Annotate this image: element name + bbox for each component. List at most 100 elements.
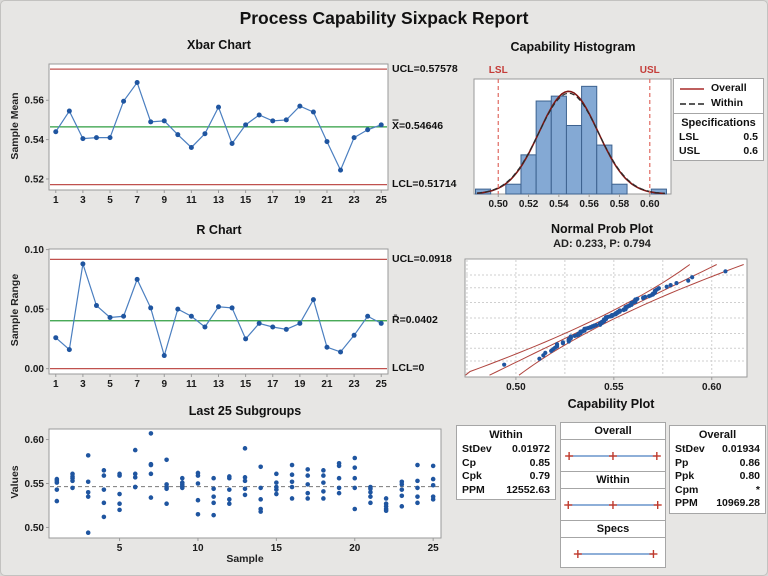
svg-text:17: 17 <box>267 379 279 390</box>
svg-text:3: 3 <box>80 379 86 390</box>
within-line-sample <box>680 102 704 105</box>
r-center-label: R̄=0.0402 <box>392 314 438 326</box>
svg-text:5: 5 <box>107 195 113 205</box>
within-stats-title: Within <box>489 429 523 441</box>
svg-text:0.55: 0.55 <box>25 479 45 490</box>
histogram-legend: Overall Within <box>673 78 764 114</box>
svg-text:13: 13 <box>213 195 225 205</box>
svg-text:25: 25 <box>376 195 388 205</box>
svg-text:0.50: 0.50 <box>25 523 45 534</box>
interval-plot-overall <box>561 440 665 471</box>
legend-item-within: Within <box>679 96 758 111</box>
svg-text:21: 21 <box>321 195 333 205</box>
svg-text:0.52: 0.52 <box>519 199 539 210</box>
svg-text:9: 9 <box>161 195 167 205</box>
svg-text:11: 11 <box>186 195 197 205</box>
svg-text:25: 25 <box>376 379 388 390</box>
svg-text:19: 19 <box>294 379 306 390</box>
probplot-subtitle: AD: 0.233, P: 0.794 <box>553 238 651 250</box>
svg-text:0.52: 0.52 <box>25 174 45 185</box>
svg-text:0.60: 0.60 <box>25 435 45 446</box>
svg-text:LSL: LSL <box>489 65 508 76</box>
r-ucl-label: UCL=0.0918 <box>392 253 452 265</box>
interval-header-specs: Specs <box>561 520 665 538</box>
svg-text:0.50: 0.50 <box>489 199 509 210</box>
interval-header-within: Within <box>561 471 665 489</box>
legend-item-overall: Overall <box>679 81 758 96</box>
svg-text:15: 15 <box>240 379 252 390</box>
capability-intervals-box: Overall Within Specs <box>560 422 666 568</box>
svg-text:19: 19 <box>294 195 306 205</box>
svg-text:10: 10 <box>192 543 204 554</box>
overall-stat-row: Ppk 0.80 <box>675 470 760 482</box>
svg-text:0.60: 0.60 <box>702 382 722 393</box>
legend-label: Overall <box>711 82 747 94</box>
svg-text:0.10: 0.10 <box>25 245 45 256</box>
overall-stat-row: PPM 10969.28 <box>675 497 760 509</box>
svg-text:0.05: 0.05 <box>25 305 45 316</box>
svg-text:7: 7 <box>134 195 140 205</box>
svg-text:21: 21 <box>321 379 333 390</box>
svg-text:13: 13 <box>213 379 225 390</box>
last25-canvas: 0.50 0.55 0.60 5 10 15 20 25 <box>25 428 442 554</box>
xbar-chart-canvas: 0.520.540.561 3 5 7 9 11 13 15 17 19 21 23 25 <box>25 63 389 205</box>
within-stat-row: PPM 12552.63 <box>462 483 550 496</box>
svg-text:15: 15 <box>240 195 252 205</box>
svg-text:3: 3 <box>80 195 86 205</box>
svg-text:17: 17 <box>267 195 279 205</box>
svg-text:0.54: 0.54 <box>25 135 45 146</box>
overall-stats-box: Overall StDev 0.01934 Pp 0.86 Ppk 0.80 Cpm * PPM… <box>669 425 766 514</box>
svg-text:0.54: 0.54 <box>549 199 569 210</box>
svg-text:0.55: 0.55 <box>604 382 624 393</box>
svg-text:7: 7 <box>134 379 140 390</box>
svg-text:23: 23 <box>349 195 361 205</box>
within-stat-row: StDev 0.01972 <box>462 443 550 455</box>
svg-text:1: 1 <box>53 195 59 205</box>
svg-text:USL: USL <box>640 65 660 76</box>
svg-text:5: 5 <box>117 543 123 554</box>
r-chart-canvas: 0.000.050.101 3 5 7 9 11 13 15 17 19 21 23 25 <box>25 245 389 390</box>
xbar-center-label: X̿=0.54646 <box>392 120 444 132</box>
histogram-canvas: LSL USL 0.50 0.52 0.54 0.56 0.58 0.60 <box>473 65 672 210</box>
svg-text:0.60: 0.60 <box>640 199 660 210</box>
within-stat-row: Cpk 0.79 <box>462 470 550 482</box>
specifications-box: Specifications LSL 0.5 USL 0.6 <box>673 113 764 161</box>
interval-plot-within <box>561 489 665 520</box>
within-stat-row: Cp 0.85 <box>462 456 550 469</box>
overall-stat-row: Cpm * <box>675 483 760 496</box>
svg-text:20: 20 <box>349 543 361 554</box>
interval-header-overall: Overall <box>561 423 665 440</box>
svg-text:0.58: 0.58 <box>610 199 630 210</box>
svg-text:9: 9 <box>161 379 167 390</box>
within-stats-box: Within StDev 0.01972 Cp 0.85 Cpk 0.79 PPM 12552… <box>456 425 556 500</box>
svg-text:5: 5 <box>107 379 113 390</box>
last25-xlabel: Sample <box>226 553 264 565</box>
r-lcl-label: LCL=0 <box>392 362 425 374</box>
svg-text:1: 1 <box>53 379 59 390</box>
capability-plot-title: Capability Plot <box>567 397 655 411</box>
histogram-title: Capability Histogram <box>510 40 636 54</box>
svg-text:15: 15 <box>271 543 283 554</box>
svg-text:0.56: 0.56 <box>579 199 599 210</box>
overall-stats-title: Overall <box>698 429 737 441</box>
svg-text:0.50: 0.50 <box>506 382 526 393</box>
svg-text:25: 25 <box>428 543 440 554</box>
overall-stat-row: Pp 0.86 <box>675 456 760 469</box>
svg-text:0.00: 0.00 <box>25 364 45 375</box>
overall-stat-row: StDev 0.01934 <box>675 443 760 455</box>
spec-row: USL 0.6 <box>679 144 758 157</box>
report-title: Process Capability Sixpack Report <box>239 8 529 28</box>
specifications-title: Specifications <box>681 117 756 129</box>
xbar-lcl-label: LCL=0.51714 <box>392 178 457 190</box>
xbar-chart-title: Xbar Chart <box>187 38 251 52</box>
svg-text:11: 11 <box>186 379 197 390</box>
r-chart-title: R Chart <box>196 223 242 237</box>
probplot-title: Normal Prob Plot <box>550 222 654 236</box>
probplot-canvas: 0.50 0.55 0.60 <box>464 258 748 393</box>
xbar-ucl-label: UCL=0.57578 <box>392 63 458 75</box>
svg-text:23: 23 <box>349 379 361 390</box>
last25-title: Last 25 Subgroups <box>188 404 302 418</box>
interval-plot-specs <box>561 538 665 569</box>
spec-row: LSL 0.5 <box>679 131 758 143</box>
